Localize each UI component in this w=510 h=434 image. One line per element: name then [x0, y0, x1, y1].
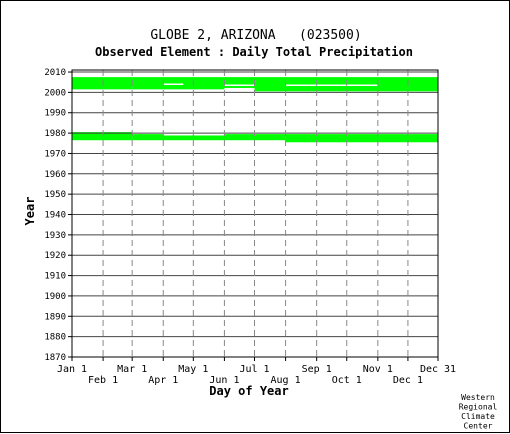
data-gap-2 [224, 84, 255, 87]
chart-title: GLOBE 2, ARIZONA (023500) [150, 28, 361, 43]
x-tick-label-92: Apr 1 [148, 375, 178, 386]
data-bar-5 [254, 77, 438, 92]
y-tick-label-1960: 1960 [44, 170, 66, 180]
y-tick-label-1880: 1880 [44, 333, 66, 343]
x-tick-label-214: Aug 1 [271, 375, 301, 386]
data-bar-1 [132, 134, 286, 141]
y-tick-label-1970: 1970 [44, 149, 66, 159]
data-gap-0 [163, 133, 225, 136]
x-axis-label: Day of Year [209, 384, 288, 398]
x-tick-label-122: May 1 [178, 364, 208, 375]
y-axis-label: Year [23, 197, 37, 226]
data-gap-4 [224, 87, 255, 90]
credit-line-0: Western [461, 393, 495, 402]
x-tick-label-153: Jun 1 [209, 375, 239, 386]
credit-line-2: Climate [461, 412, 495, 421]
y-tick-labels: 1870 1880 1890 1900 1910 1920 1930 1940 1950 1960… [44, 68, 72, 363]
data-bars [72, 77, 438, 143]
y-tick-label-1930: 1930 [44, 231, 66, 241]
y-tick-label-1900: 1900 [44, 292, 66, 302]
credit-line-1: Regional [459, 403, 498, 412]
plot-background [72, 70, 438, 357]
x-tick-label-275: Oct 1 [332, 375, 362, 386]
plot-border [71, 69, 439, 358]
y-tick-label-1980: 1980 [44, 129, 66, 139]
y-tick-label-2000: 2000 [44, 88, 66, 98]
y-tick-label-1990: 1990 [44, 109, 66, 119]
grid-lines [71, 69, 439, 358]
data-gap-3 [285, 84, 378, 87]
y-tick-label-1870: 1870 [44, 353, 66, 363]
x-tick-label-183: Jul 1 [239, 364, 269, 375]
data-gaps [163, 83, 378, 136]
credit-line-3: Center [464, 422, 493, 431]
data-gap-1 [163, 83, 184, 85]
data-bar-0 [72, 132, 133, 141]
x-tick-label-306: Nov 1 [363, 364, 393, 375]
y-tick-label-1890: 1890 [44, 312, 66, 322]
x-tick-label-1: Jan 1 [57, 364, 87, 375]
y-tick-label-1910: 1910 [44, 272, 66, 282]
x-tick-label-336: Dec 1 [393, 375, 423, 386]
x-tick-label-32: Feb 1 [88, 375, 118, 386]
data-bar-2 [285, 134, 438, 143]
y-tick-label-1920: 1920 [44, 251, 66, 261]
plot-area [72, 70, 438, 357]
y-tick-label-1940: 1940 [44, 211, 66, 221]
x-tick-label-245: Sep 1 [302, 364, 332, 375]
y-tick-label-2010: 2010 [44, 68, 66, 78]
data-bar-3 [72, 77, 133, 90]
x-tick-label-366: Dec 31 [420, 364, 456, 375]
x-tick-label-61: Mar 1 [117, 364, 147, 375]
y-tick-label-1950: 1950 [44, 190, 66, 200]
chart-subtitle: Observed Element : Daily Total Precipita… [95, 45, 413, 59]
